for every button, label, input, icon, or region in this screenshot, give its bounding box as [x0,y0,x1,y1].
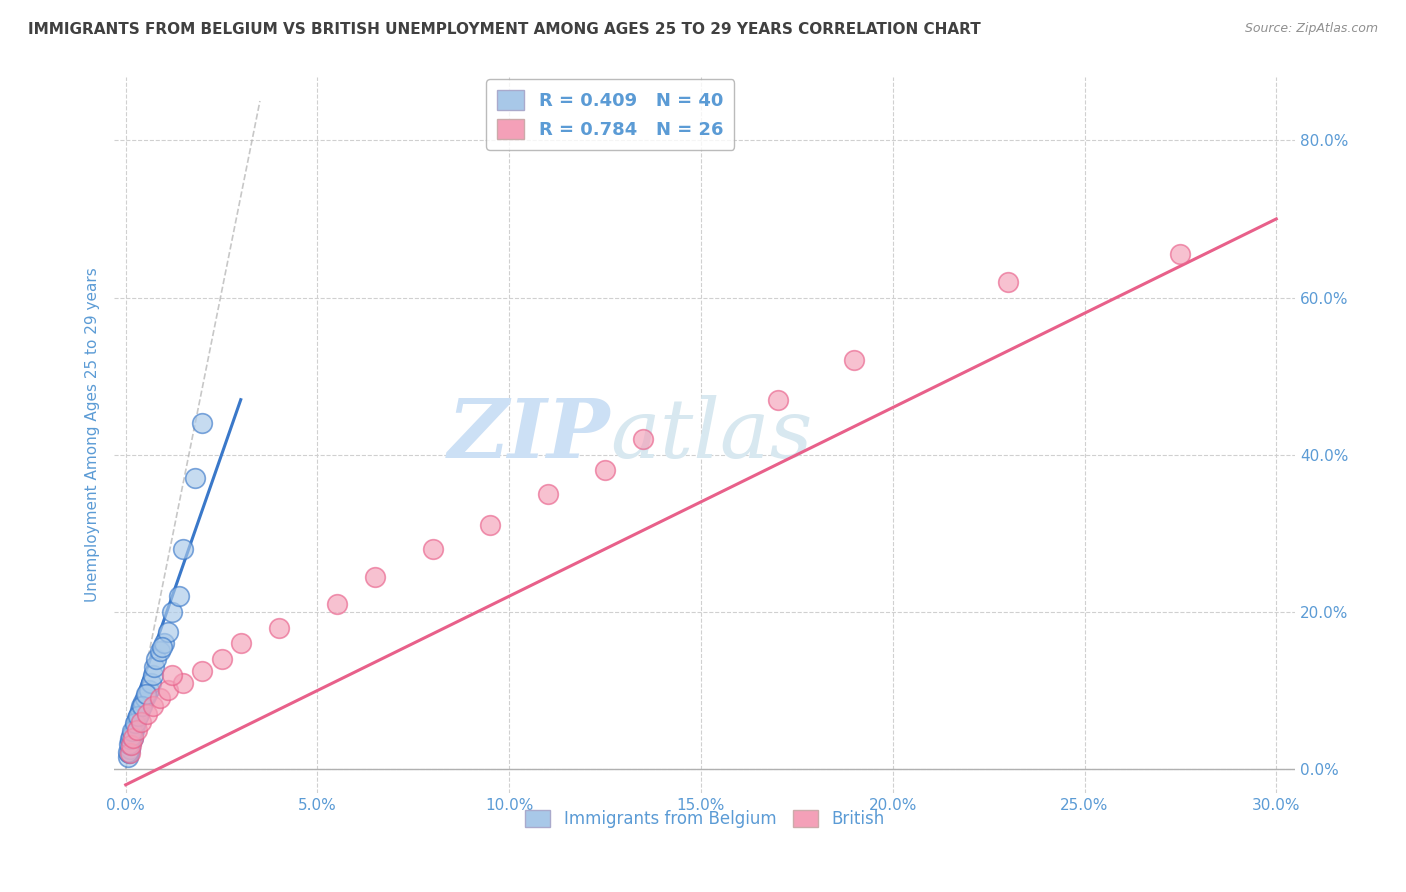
Legend: Immigrants from Belgium, British: Immigrants from Belgium, British [519,803,891,834]
Point [229,636,252,650]
Point [127,723,149,737]
Point [120,729,142,743]
Point [141,667,163,681]
Point [1170,247,1192,261]
Point [121,724,143,739]
Text: IMMIGRANTS FROM BELGIUM VS BRITISH UNEMPLOYMENT AMONG AGES 25 TO 29 YEARS CORREL: IMMIGRANTS FROM BELGIUM VS BRITISH UNEMP… [28,22,981,37]
Point [766,392,789,407]
Point [118,747,141,761]
Point [117,745,139,759]
Point [129,714,152,729]
Point [120,739,142,753]
Point [134,691,156,706]
Point [124,719,146,733]
Point [191,417,214,431]
Point [997,275,1019,289]
Point [122,723,145,737]
Point [135,707,157,722]
Point [121,731,143,745]
Point [118,742,141,756]
Point [153,636,176,650]
Point [117,750,139,764]
Point [127,711,149,725]
Point [325,597,347,611]
Point [139,675,162,690]
Point [169,589,191,603]
Point [131,699,153,714]
Point [364,569,387,583]
Point [160,667,183,681]
Point [479,518,502,533]
Point [118,747,141,761]
Point [183,471,205,485]
Point [135,687,157,701]
Text: atlas: atlas [610,395,813,475]
Point [633,432,655,446]
Point [211,652,233,666]
Point [128,707,150,722]
Point [191,664,214,678]
Point [135,687,157,701]
Point [593,463,616,477]
Point [118,732,141,747]
Point [118,737,141,751]
Point [129,699,152,714]
Point [160,605,183,619]
Point [141,699,163,714]
Point [149,691,172,706]
Point [132,695,155,709]
Point [143,660,166,674]
Point [122,731,145,745]
Y-axis label: Unemployment Among Ages 25 to 29 years: Unemployment Among Ages 25 to 29 years [86,268,100,602]
Point [150,640,173,655]
Point [536,487,558,501]
Text: Source: ZipAtlas.com: Source: ZipAtlas.com [1244,22,1378,36]
Point [125,714,148,729]
Point [422,541,444,556]
Point [138,683,160,698]
Point [844,353,866,368]
Text: ZIP: ZIP [447,395,610,475]
Point [122,727,145,741]
Point [172,675,194,690]
Point [149,644,172,658]
Point [127,708,149,723]
Point [120,739,142,753]
Point [129,703,152,717]
Point [156,624,179,639]
Point [120,734,142,748]
Point [172,541,194,556]
Point [124,716,146,731]
Point [269,621,291,635]
Point [156,683,179,698]
Point [145,652,167,666]
